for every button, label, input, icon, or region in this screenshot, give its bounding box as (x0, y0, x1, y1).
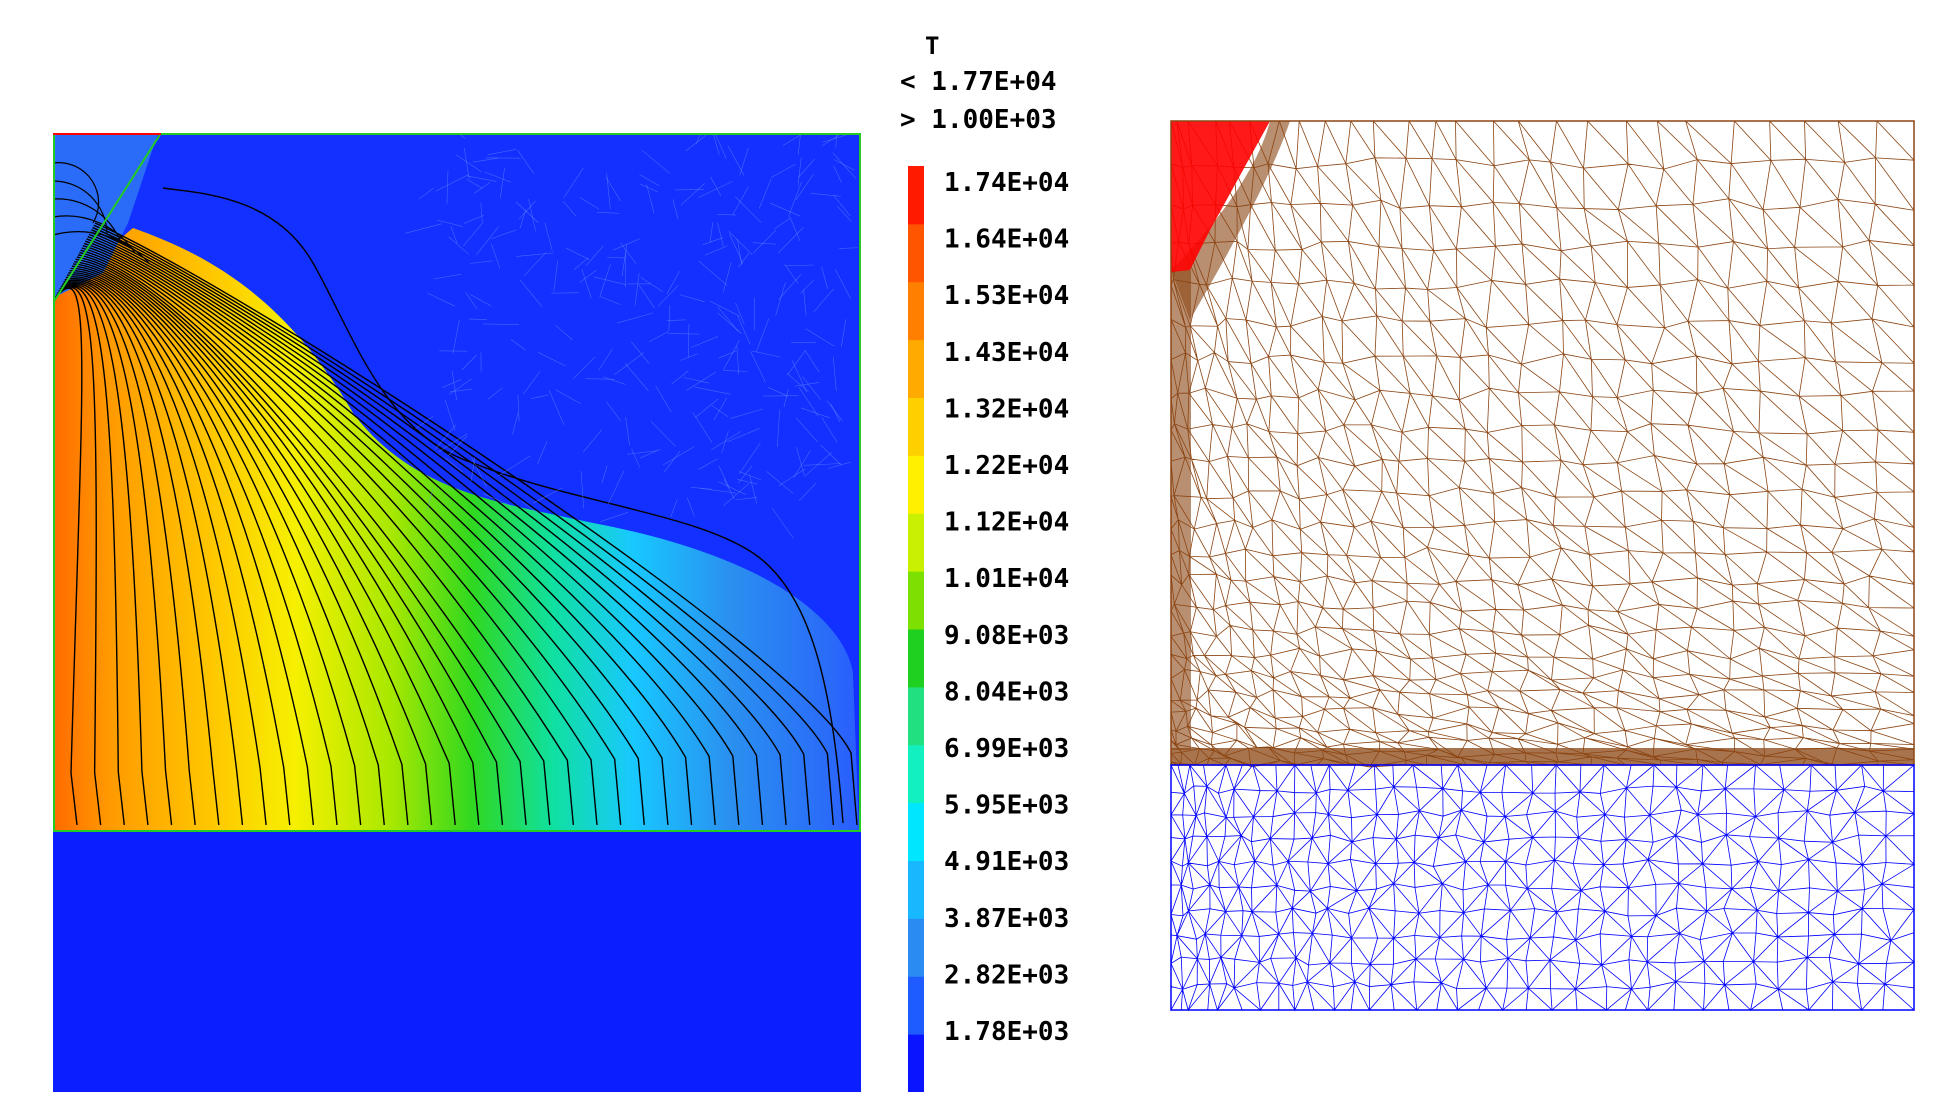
colorbar-segment (908, 745, 924, 803)
colorbar-tick-label: 1.78E+03 (944, 1017, 1069, 1047)
colorbar-tick-label: 2.82E+03 (944, 960, 1069, 990)
temperature-contour-plot (53, 133, 861, 1092)
colorbar-segment (908, 861, 924, 919)
colorbar-segment (908, 282, 924, 340)
colorbar-tick-label: 3.87E+03 (944, 904, 1069, 934)
colorbar-segment (908, 398, 924, 456)
colorbar-segment (908, 629, 924, 687)
colorbar-segment (908, 224, 924, 282)
mesh-background (1170, 120, 1920, 1020)
colorbar-tick-label: 1.53E+04 (944, 281, 1069, 311)
colorbar-segment (908, 976, 924, 1034)
colorbar-tick-label: 1.01E+04 (944, 564, 1069, 594)
colorbar-tick-label: 6.99E+03 (944, 734, 1069, 764)
colorbar-tick-label: 9.08E+03 (944, 621, 1069, 651)
mesh-svg (1170, 120, 1920, 1020)
colorbar-segment (908, 918, 924, 976)
colorbar-tick-label: 1.43E+04 (944, 338, 1069, 368)
colorbar-tick-label: 1.12E+04 (944, 508, 1069, 538)
colorbar-segment (908, 803, 924, 861)
colorbar-tick-labels: 1.74E+04 1.64E+04 1.53E+04 1.43E+04 1.32E+04… (944, 168, 1069, 1047)
colorbar-tick-label: 1.32E+04 (944, 394, 1069, 424)
dense-bottom-band (1171, 748, 1914, 765)
colorbar (908, 166, 924, 1092)
colorbar-segment (908, 1034, 924, 1092)
colorbar-segment (908, 166, 924, 224)
colorbar-tick-label: 1.64E+04 (944, 225, 1069, 255)
colorbar-tick-label: 1.74E+04 (944, 168, 1069, 198)
contour-svg (53, 133, 861, 1092)
mesh-plot (1170, 120, 1920, 1020)
dense-left-band (1171, 270, 1191, 750)
colorbar-tick-label: 5.95E+03 (944, 791, 1069, 821)
colorbar-tick-label: 1.22E+04 (944, 451, 1069, 481)
range-max-label: < 1.77E+04 (900, 67, 1057, 97)
colorbar-segment (908, 513, 924, 571)
colorbar-segment (908, 687, 924, 745)
colorbar-legend: T < 1.77E+04 > 1.00E+03 1.74E+04 1.64E+04… (900, 30, 1140, 1092)
colorbar-segment (908, 340, 924, 398)
colorbar-tick-label: 4.91E+03 (944, 847, 1069, 877)
colorbar-tick-label: 8.04E+03 (944, 677, 1069, 707)
colorbar-segment (908, 455, 924, 513)
legend-title: T (925, 32, 939, 60)
legend-svg: T < 1.77E+04 > 1.00E+03 1.74E+04 1.64E+04… (900, 30, 1140, 1092)
colorbar-segment (908, 571, 924, 629)
range-min-label: > 1.00E+03 (900, 105, 1057, 135)
